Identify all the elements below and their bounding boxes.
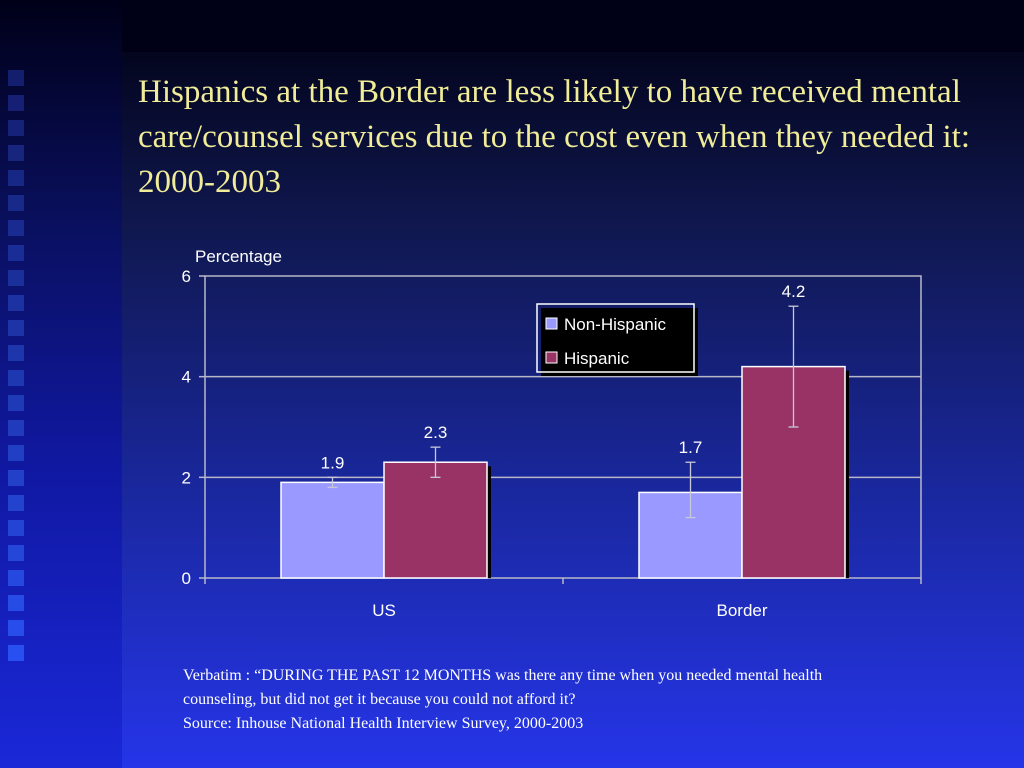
decor-square [8, 270, 24, 286]
decor-square [8, 320, 24, 336]
decor-square [8, 495, 24, 511]
decor-square [8, 595, 24, 611]
x-tick-label: US [372, 601, 396, 620]
decor-square [8, 545, 24, 561]
decor-square [8, 170, 24, 186]
decor-square [8, 95, 24, 111]
decor-square [8, 470, 24, 486]
footnote-source: Source: Inhouse National Health Intervie… [183, 715, 584, 732]
decor-square [8, 295, 24, 311]
decor-square [8, 520, 24, 536]
decor-square [8, 420, 24, 436]
footnote: Verbatim : “DURING THE PAST 12 MONTHS wa… [183, 664, 1003, 736]
decor-square [8, 220, 24, 236]
decor-square [8, 195, 24, 211]
footnote-verbatim-line1: Verbatim : “DURING THE PAST 12 MONTHS wa… [183, 667, 823, 684]
decor-square [8, 345, 24, 361]
data-label: 4.2 [782, 282, 806, 301]
decor-square [8, 645, 24, 661]
decor-square [8, 245, 24, 261]
decor-square [8, 120, 24, 136]
y-tick-label: 4 [182, 368, 191, 387]
data-label: 1.7 [679, 438, 703, 457]
decor-square [8, 620, 24, 636]
y-tick-label: 0 [182, 569, 191, 588]
y-tick-label: 2 [182, 468, 191, 487]
footnote-verbatim-line2: counseling, but did not get it because y… [183, 691, 576, 708]
decor-square [8, 370, 24, 386]
y-axis-label: Percentage [195, 247, 282, 266]
decor-square [8, 570, 24, 586]
left-decor-strip [0, 0, 122, 768]
bar [383, 461, 488, 579]
legend-label: Hispanic [564, 349, 630, 368]
data-label: 2.3 [424, 423, 448, 442]
x-tick-label: Border [716, 601, 767, 620]
decor-square [8, 395, 24, 411]
data-label: 1.9 [321, 453, 345, 472]
legend-swatch [545, 317, 558, 330]
legend-swatch [545, 351, 558, 364]
bar [280, 481, 385, 579]
decor-square [8, 70, 24, 86]
slide-title: Hispanics at the Border are less likely … [138, 74, 971, 200]
top-band [122, 0, 1024, 52]
legend-shadow [541, 308, 698, 376]
legend-box [536, 303, 695, 373]
legend-label: Non-Hispanic [564, 315, 667, 334]
decor-square [8, 145, 24, 161]
y-tick-label: 6 [182, 267, 191, 286]
decor-square [8, 445, 24, 461]
decor-squares [8, 70, 28, 670]
